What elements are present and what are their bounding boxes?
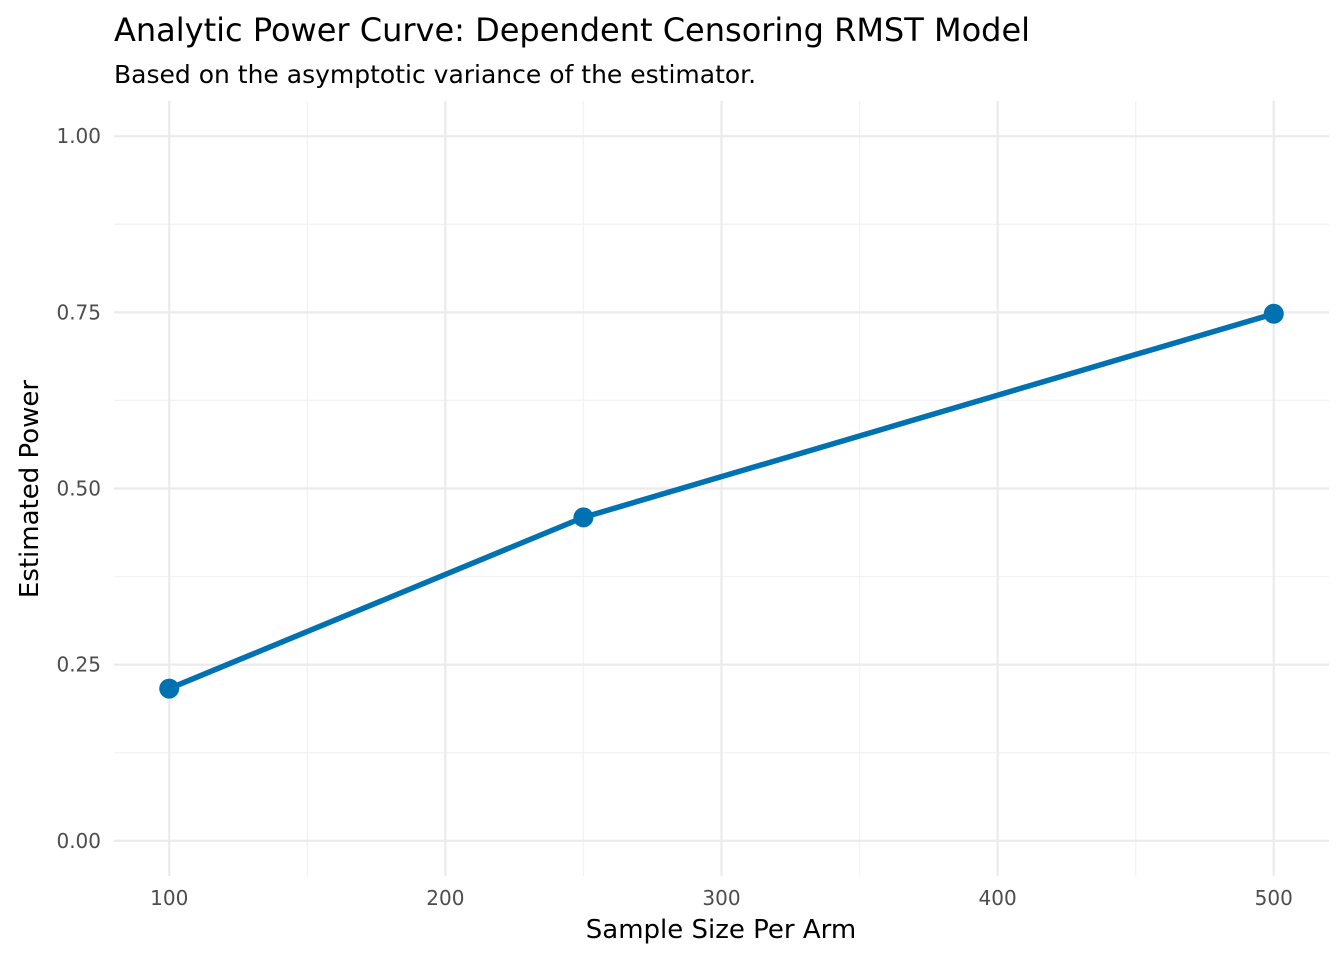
y-tick-label: 0.25 (56, 653, 101, 677)
chart-title: Analytic Power Curve: Dependent Censorin… (114, 11, 1030, 49)
chart-subtitle: Based on the asymptotic variance of the … (114, 60, 756, 89)
x-tick-label: 500 (1255, 886, 1293, 910)
y-axis-title: Estimated Power (15, 380, 45, 599)
series-layer (159, 303, 1284, 699)
x-tick-label: 400 (979, 886, 1017, 910)
y-tick-label: 1.00 (56, 124, 101, 148)
x-axis-tick-labels: 100 200 300 400 500 (150, 886, 1293, 910)
x-tick-label: 200 (426, 886, 464, 910)
plot-panel (114, 101, 1329, 876)
x-axis-title: Sample Size Per Arm (586, 915, 856, 945)
y-axis-tick-labels: 0.00 0.25 0.50 0.75 1.00 (56, 124, 101, 853)
major-gridlines (114, 101, 1329, 876)
x-tick-label: 100 (150, 886, 188, 910)
power-curve-point (159, 678, 180, 699)
y-tick-label: 0.75 (56, 300, 101, 324)
y-tick-label: 0.00 (56, 829, 101, 853)
y-tick-label: 0.50 (56, 477, 101, 501)
power-curve-point (1263, 303, 1284, 324)
x-tick-label: 300 (702, 886, 740, 910)
power-curve-point (573, 507, 594, 528)
